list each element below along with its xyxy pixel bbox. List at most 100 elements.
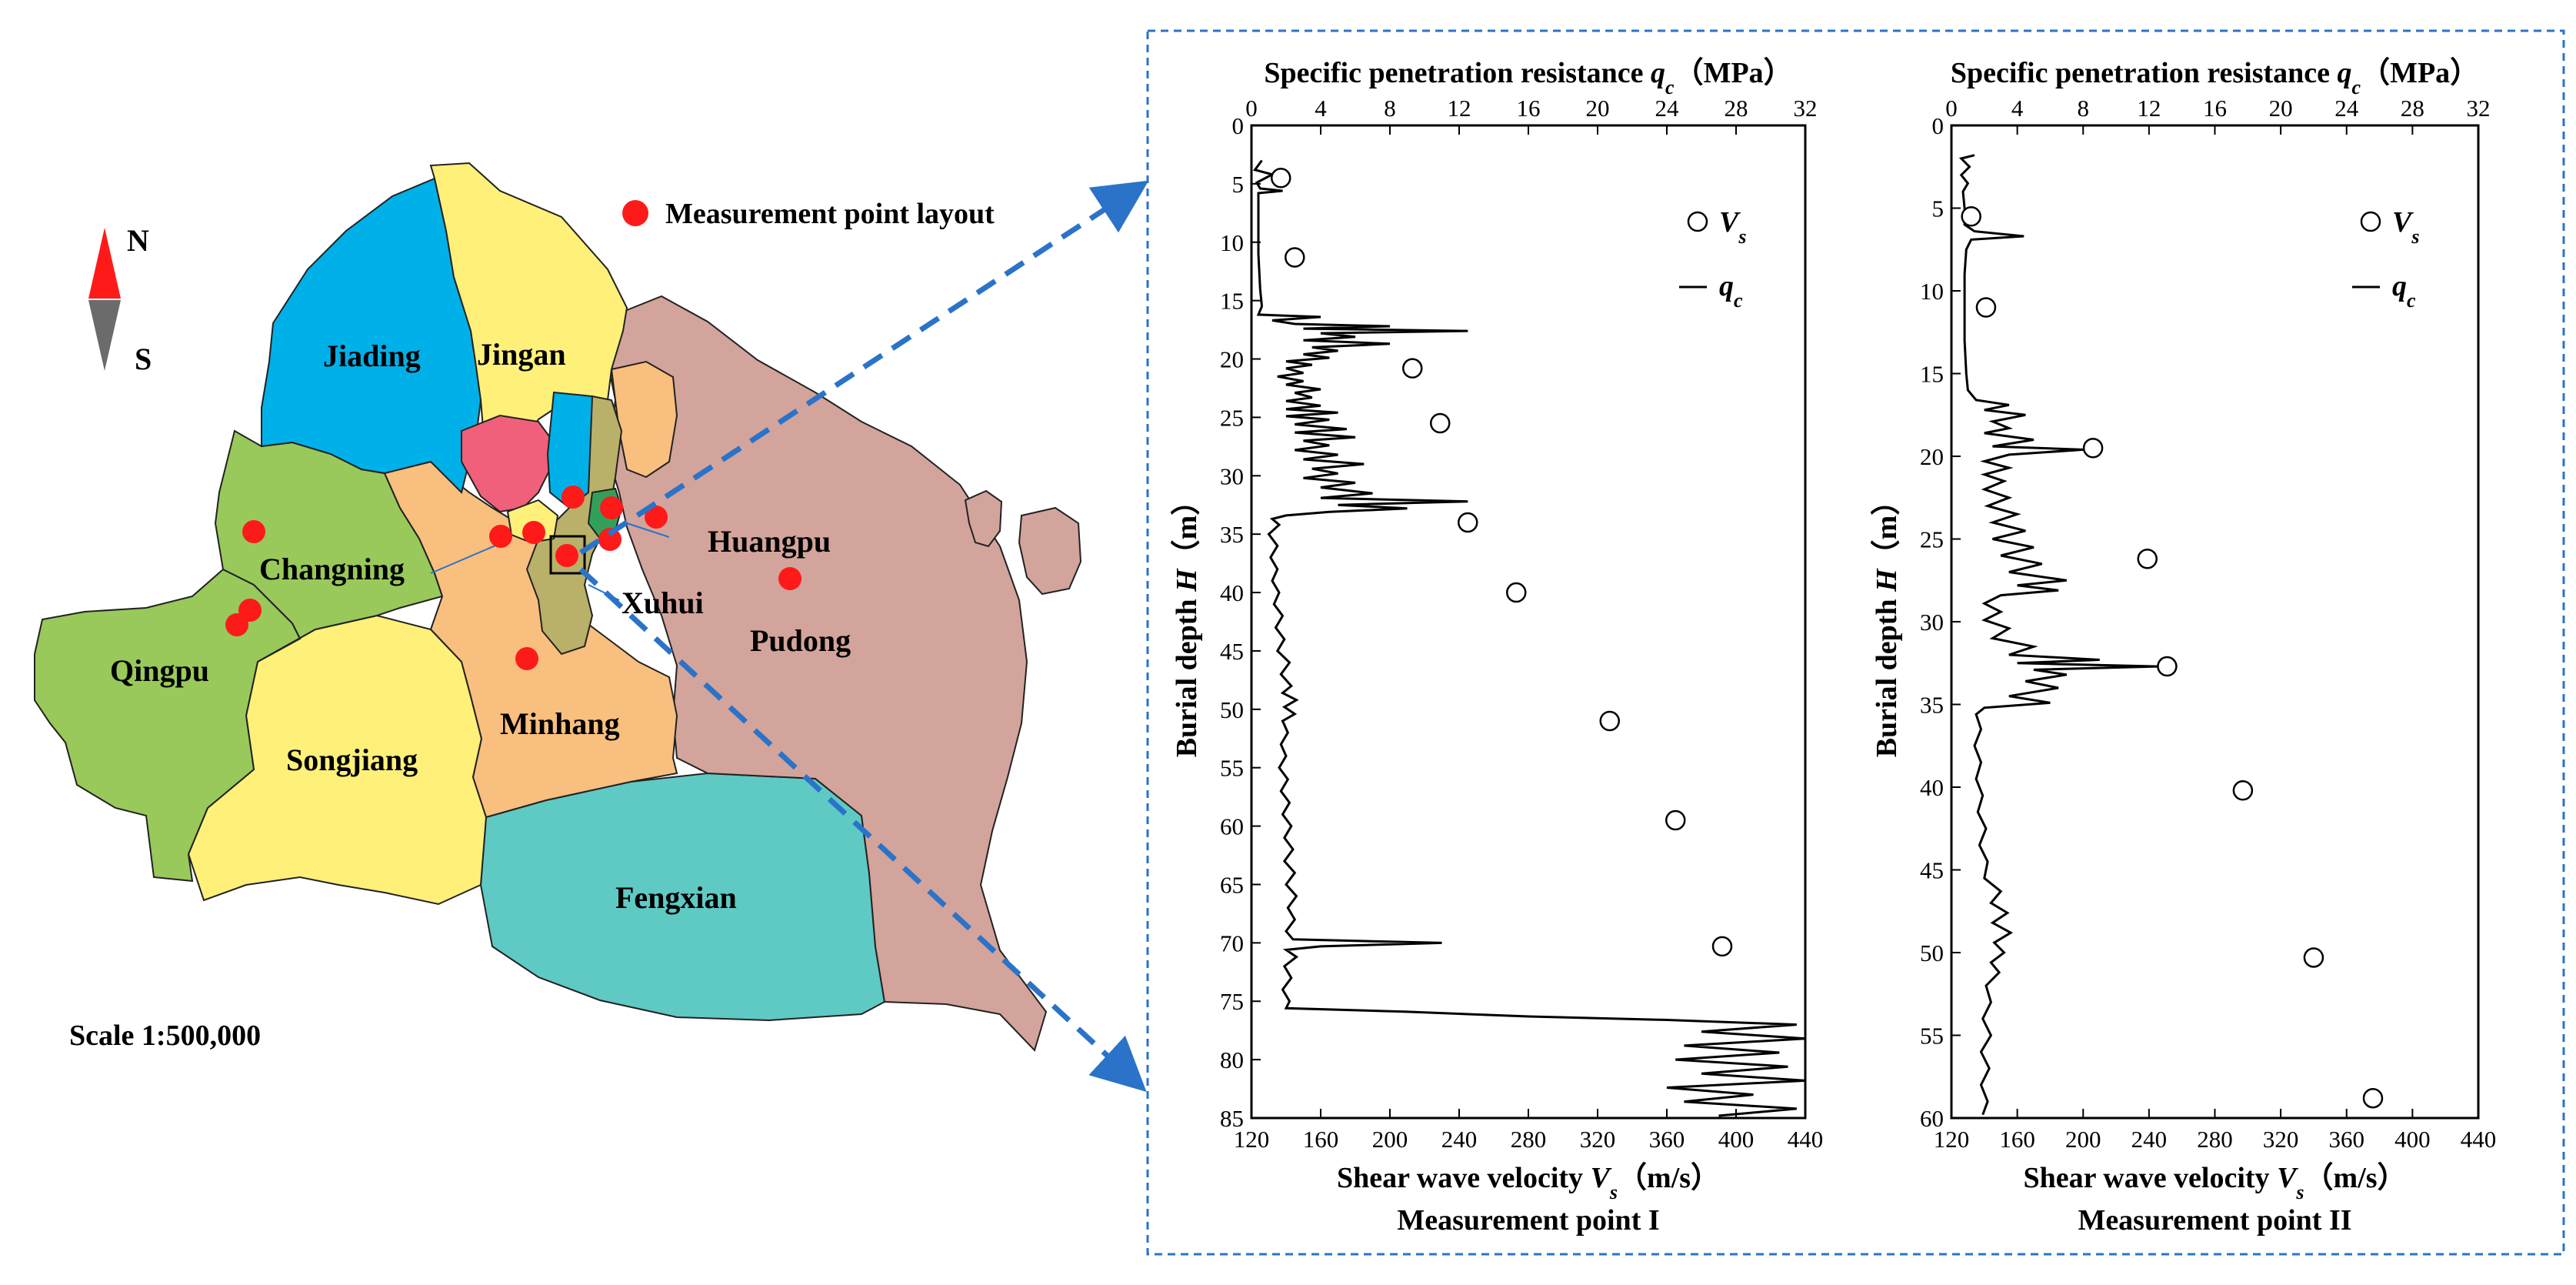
y-tick-label: 55 bbox=[1220, 755, 1244, 782]
x-bottom-tick-label: 160 bbox=[1999, 1126, 2035, 1153]
x-top-tick-label: 12 bbox=[1448, 95, 1471, 122]
vs-data-point bbox=[2082, 438, 2104, 459]
y-tick-label: 60 bbox=[1920, 1105, 1944, 1132]
vs-data-point bbox=[1975, 297, 1997, 318]
top-axis-title: Specific penetration resistance qc（MPa） bbox=[1951, 57, 2479, 98]
measurement-point bbox=[242, 520, 265, 543]
measurement-point bbox=[489, 525, 512, 548]
chart-frame bbox=[1146, 29, 2565, 1256]
y-tick-label: 50 bbox=[1220, 696, 1244, 723]
x-top-tick-label: 28 bbox=[1725, 95, 1748, 122]
y-tick-label: 0 bbox=[1932, 112, 1944, 139]
vs-data-point bbox=[1458, 512, 1478, 533]
x-bottom-tick-label: 320 bbox=[2263, 1126, 2299, 1153]
study-area-box bbox=[549, 535, 586, 575]
x-bottom-tick-label: 440 bbox=[2461, 1126, 2497, 1153]
district-hongkou bbox=[461, 414, 555, 513]
measurement-point bbox=[522, 521, 545, 544]
label-pudong: Pudong bbox=[750, 623, 851, 658]
map-scale: Scale 1:500,000 bbox=[69, 1020, 261, 1052]
top-axis-title: Specific penetration resistance qc（MPa） bbox=[1264, 57, 1792, 98]
y-tick-label: 25 bbox=[1220, 404, 1244, 431]
x-bottom-tick-label: 120 bbox=[1934, 1126, 1970, 1153]
x-top-tick-label: 24 bbox=[1655, 95, 1680, 122]
label-fengxian: Fengxian bbox=[615, 880, 737, 915]
district-pudong bbox=[606, 295, 1048, 1052]
label-huangpu: Huangpu bbox=[708, 524, 831, 559]
label-xuhui: Xuhui bbox=[622, 586, 704, 620]
measurement-point bbox=[555, 544, 578, 567]
legend-vs-label: Vs bbox=[2392, 206, 2419, 248]
y-tick-label: 20 bbox=[1220, 346, 1244, 373]
y-tick-label: 70 bbox=[1220, 930, 1244, 956]
x-bottom-tick-label: 240 bbox=[2131, 1126, 2168, 1153]
label-jiading: Jiading bbox=[323, 339, 421, 373]
vs-data-point bbox=[2362, 1087, 2384, 1109]
y-tick-label: 55 bbox=[1920, 1023, 1944, 1050]
y-axis-title: Burial depth H（m） bbox=[1171, 486, 1203, 758]
legend-marker-icon bbox=[622, 200, 648, 226]
vs-data-point bbox=[1599, 710, 1620, 732]
x-top-tick-label: 4 bbox=[2011, 95, 2024, 122]
legend-vs-marker bbox=[1687, 211, 1708, 232]
leader-huangpu bbox=[626, 522, 670, 538]
x-top-tick-label: 8 bbox=[2078, 95, 2090, 122]
measurement-point bbox=[515, 647, 538, 670]
bottom-axis-title: Shear wave velocity Vs（m/s） bbox=[2023, 1162, 2406, 1203]
measurement-point bbox=[645, 506, 668, 529]
y-tick-label: 20 bbox=[1920, 443, 1944, 470]
y-tick-label: 10 bbox=[1220, 229, 1244, 256]
compass-north: N bbox=[127, 223, 149, 258]
vs-data-point bbox=[2137, 549, 2158, 569]
x-top-tick-label: 20 bbox=[1586, 95, 1610, 122]
vs-data-point bbox=[1961, 206, 1981, 227]
vs-data-point bbox=[1506, 582, 1527, 603]
legend-qc-label: qc bbox=[2392, 270, 2416, 312]
compass-icon bbox=[88, 228, 121, 371]
chart-title: Measurement point I bbox=[1397, 1204, 1659, 1237]
measurement-point bbox=[778, 567, 801, 590]
x-top-tick-label: 20 bbox=[2269, 95, 2293, 122]
x-top-tick-label: 32 bbox=[2467, 95, 2491, 122]
y-tick-label: 30 bbox=[1920, 609, 1944, 636]
x-top-tick-label: 8 bbox=[1384, 95, 1396, 122]
x-top-tick-label: 28 bbox=[2401, 95, 2424, 122]
y-tick-label: 60 bbox=[1220, 813, 1244, 840]
qc-series-line bbox=[1252, 159, 1806, 1117]
legend-vs-label: Vs bbox=[1719, 206, 1746, 248]
y-tick-label: 5 bbox=[1932, 195, 1944, 222]
x-top-tick-label: 16 bbox=[1517, 95, 1541, 122]
y-tick-label: 15 bbox=[1920, 361, 1944, 388]
vs-data-point bbox=[2232, 780, 2254, 801]
qc-series-line bbox=[1958, 154, 2158, 1116]
y-tick-label: 50 bbox=[1920, 940, 1944, 966]
measurement-points bbox=[225, 486, 801, 670]
vs-data-point bbox=[1665, 809, 1686, 831]
x-bottom-tick-label: 120 bbox=[1234, 1126, 1270, 1153]
vs-data-point bbox=[2157, 656, 2178, 677]
label-changning: Changning bbox=[259, 552, 405, 586]
x-top-tick-label: 16 bbox=[2203, 95, 2227, 122]
x-bottom-tick-label: 160 bbox=[1303, 1126, 1339, 1153]
y-tick-label: 45 bbox=[1220, 638, 1244, 665]
shanghai-district-map: Jiading Jingan Changning Qingpu Songjian… bbox=[34, 162, 1082, 1052]
x-top-tick-label: 12 bbox=[2137, 95, 2161, 122]
x-bottom-tick-label: 400 bbox=[1718, 1126, 1755, 1153]
district-minhang-north bbox=[610, 360, 678, 479]
y-tick-label: 80 bbox=[1220, 1046, 1244, 1073]
y-tick-label: 85 bbox=[1220, 1105, 1244, 1132]
y-tick-label: 5 bbox=[1232, 171, 1245, 198]
measurement-point bbox=[598, 528, 622, 551]
label-qingpu: Qingpu bbox=[110, 653, 209, 688]
y-tick-label: 75 bbox=[1220, 988, 1244, 1015]
x-bottom-tick-label: 200 bbox=[1372, 1126, 1408, 1153]
y-tick-label: 35 bbox=[1220, 521, 1244, 548]
vs-data-point bbox=[1402, 358, 1423, 379]
x-top-tick-label: 0 bbox=[1945, 95, 1958, 122]
x-bottom-tick-label: 240 bbox=[1441, 1126, 1478, 1153]
measurement-point bbox=[600, 496, 623, 519]
y-tick-label: 25 bbox=[1920, 526, 1944, 553]
